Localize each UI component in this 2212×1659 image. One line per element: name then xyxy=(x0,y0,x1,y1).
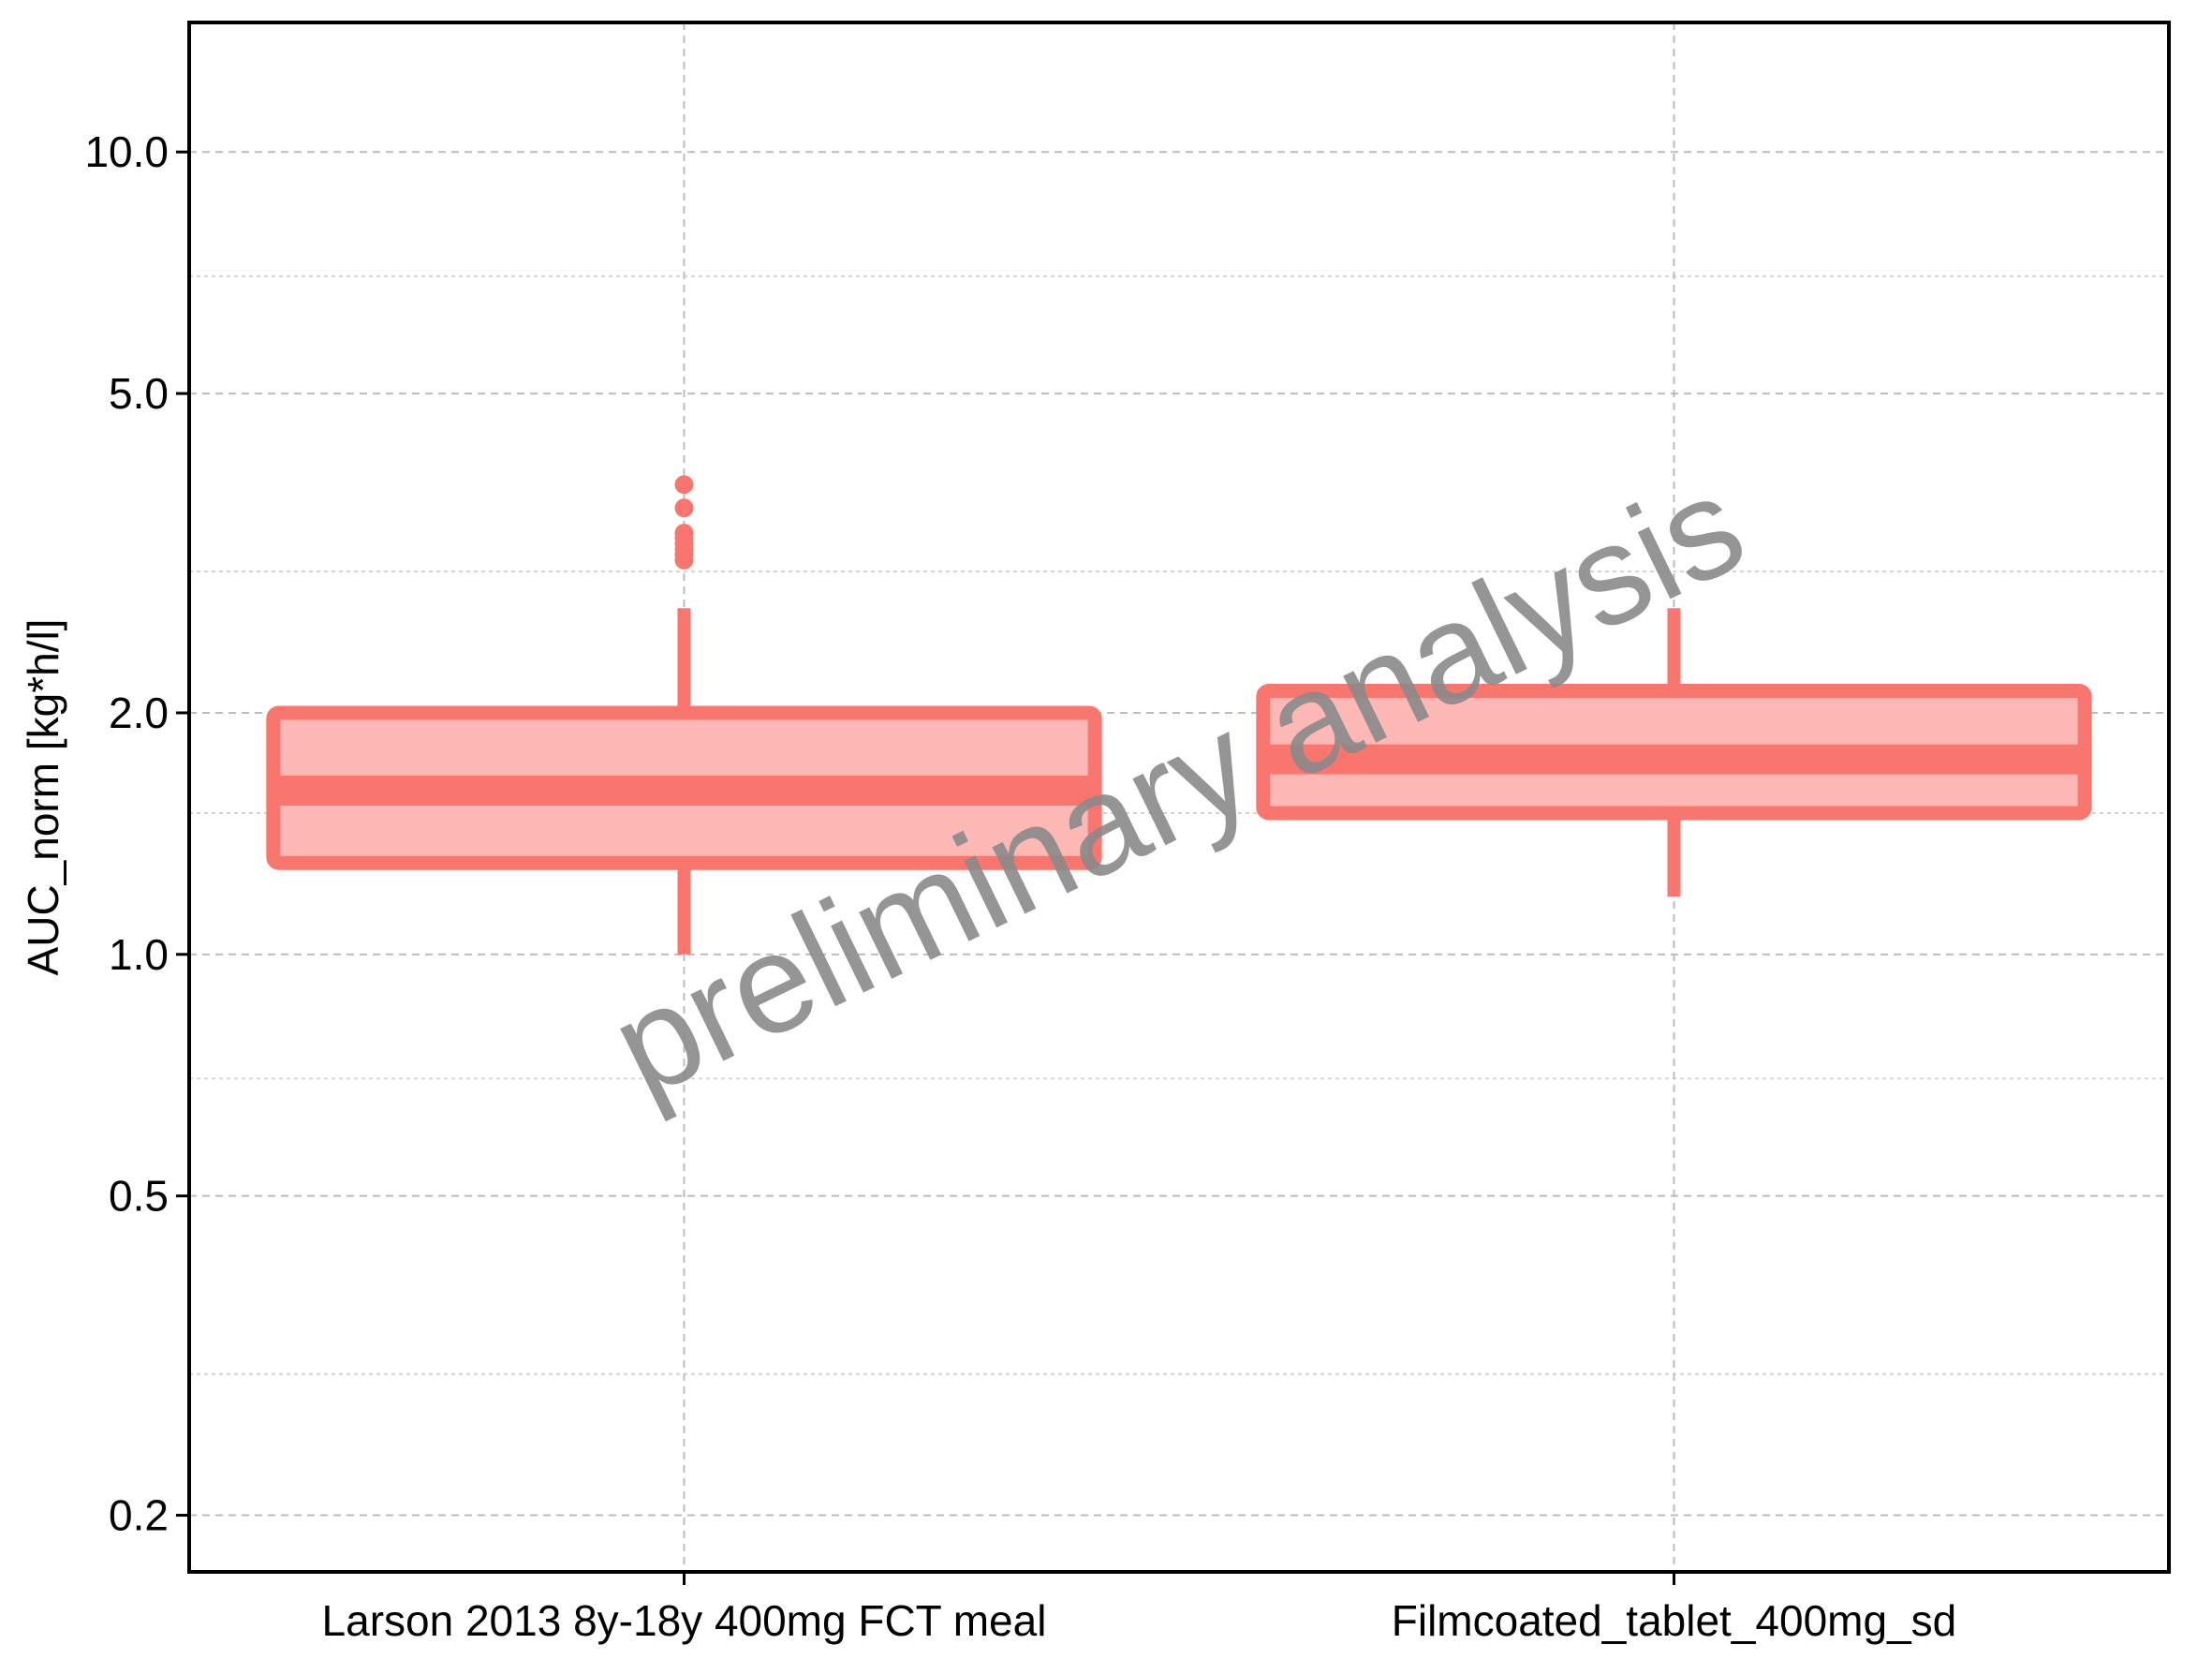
x-axis-ticks: Larson 2013 8y-18y 400mg FCT meal Filmcoa… xyxy=(322,1572,1956,1645)
y-tick-label: 0.5 xyxy=(109,1172,169,1221)
plot-border xyxy=(187,21,2171,1574)
outlier-point xyxy=(674,475,694,495)
outlier-point xyxy=(674,498,694,518)
y-tick-label: 5.0 xyxy=(109,369,169,418)
x-tick-label: Filmcoated_tablet_400mg_sd xyxy=(1392,1596,1956,1645)
y-tick-label: 2.0 xyxy=(109,689,169,737)
y-axis-ticks: 0.2 0.5 1.0 2.0 5.0 10.0 xyxy=(84,127,189,1540)
y-tick-label: 0.2 xyxy=(109,1491,169,1540)
y-tick-label: 10.0 xyxy=(84,127,169,176)
boxes-layer xyxy=(266,475,2092,955)
y-tick-label: 1.0 xyxy=(109,930,169,979)
y-axis-title: AUC_norm [kg*h/l] xyxy=(19,619,67,976)
x-tick-label: Larson 2013 8y-18y 400mg FCT meal xyxy=(322,1596,1047,1645)
outlier-point xyxy=(674,524,694,543)
